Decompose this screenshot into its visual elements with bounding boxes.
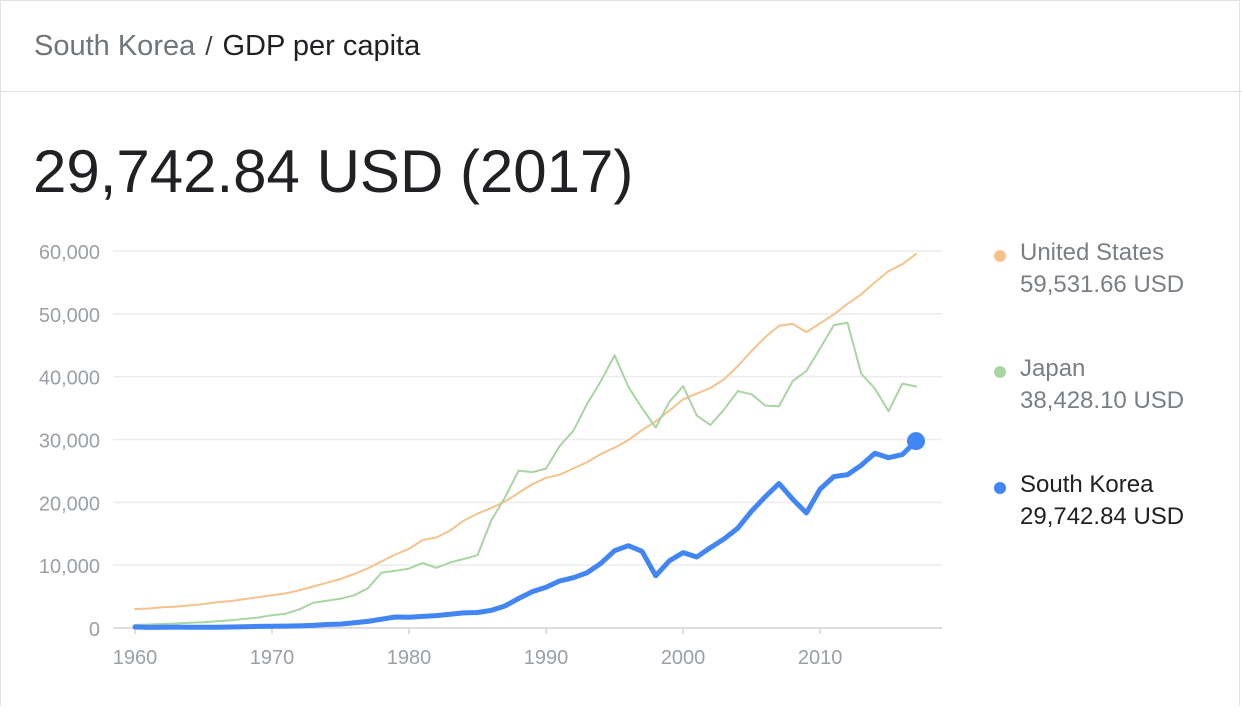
- series-line-japan: [134, 321, 917, 626]
- gdp-line-chart[interactable]: 0 10,000 20,000 30,000 40,000 50,000 60,000 19…: [0, 0, 980, 708]
- breadcrumb: South Korea / GDP per capita: [34, 29, 420, 63]
- y-axis-tick-labels: 0 10,000 20,000 30,000 40,000 50,000 60,000: [39, 242, 100, 641]
- x-tick-label: 2010: [798, 647, 843, 669]
- south-korea-endpoint-marker[interactable]: [907, 432, 925, 451]
- legend-dot-south-korea: [994, 482, 1006, 494]
- x-tick-label: 1980: [387, 647, 432, 669]
- x-tick-label: 2000: [661, 647, 706, 669]
- y-tick-label: 0: [89, 619, 100, 641]
- y-tick-label: 40,000: [39, 368, 100, 390]
- breadcrumb-separator: /: [205, 31, 213, 61]
- legend-name: United States: [1020, 239, 1165, 266]
- legend-value: 29,742.84 USD: [1020, 503, 1185, 530]
- x-axis-tick-labels: 1960 1970 1980 1990 2000 2010: [113, 628, 843, 669]
- legend-value: 59,531.66 USD: [1020, 271, 1185, 298]
- y-tick-label: 20,000: [39, 493, 100, 515]
- legend-name: South Korea: [1020, 471, 1154, 498]
- series-line-united-states: [134, 252, 917, 611]
- x-tick-label: 1960: [113, 647, 158, 669]
- chart-gridlines: [113, 250, 942, 629]
- y-tick-label: 30,000: [39, 431, 100, 453]
- legend-value: 38,428.10 USD: [1020, 387, 1185, 414]
- breadcrumb-parent-link[interactable]: South Korea: [34, 30, 196, 62]
- x-tick-label: 1990: [524, 647, 569, 669]
- headline-value: 29,742.84 USD (2017): [33, 138, 634, 205]
- y-tick-label: 50,000: [39, 305, 100, 327]
- y-tick-label: 10,000: [39, 556, 100, 578]
- breadcrumb-current: GDP per capita: [222, 30, 421, 62]
- series-line-south-korea: [132, 438, 919, 630]
- card-header: South Korea / GDP per capita: [0, 0, 1242, 92]
- y-tick-label: 60,000: [39, 242, 100, 264]
- legend-dot-japan: [994, 366, 1006, 378]
- chart-series: [132, 252, 925, 630]
- legend-name: Japan: [1020, 355, 1086, 382]
- legend-dot-united-states: [994, 250, 1006, 262]
- x-tick-label: 1970: [250, 647, 295, 669]
